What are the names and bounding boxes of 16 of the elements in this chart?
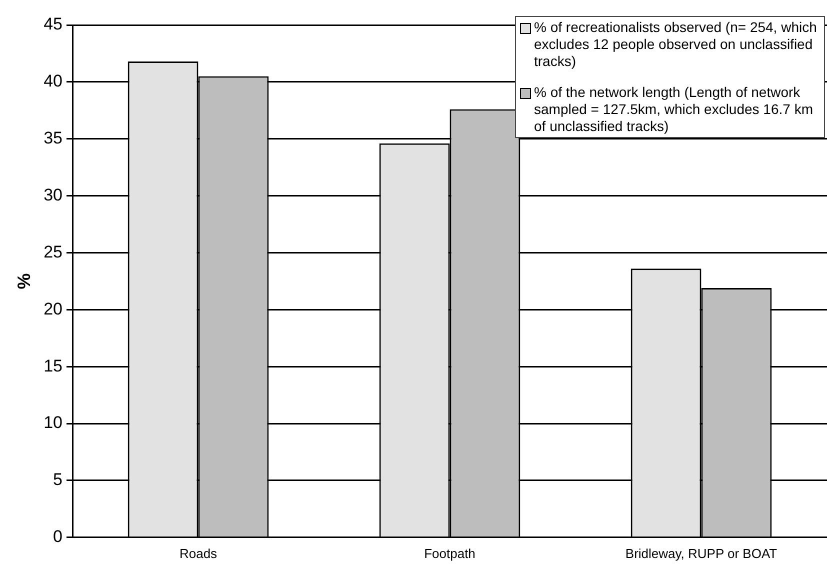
y-axis-title: %	[14, 273, 34, 290]
y-tick-label: 5	[53, 470, 63, 490]
y-tick-label: 35	[44, 128, 63, 148]
y-tick-label: 10	[44, 413, 63, 432]
y-tick-label: 40	[44, 72, 63, 91]
y-tick-label: 20	[44, 299, 63, 318]
x-tick-label: Bridleway, RUPP or BOAT	[625, 546, 778, 561]
y-tick-label: 25	[44, 242, 63, 262]
y-tick-label: 0	[53, 527, 63, 546]
legend-label: % of recreationalists observed (n= 254, which excludes 12 people observed on unclassified tracks)	[534, 19, 818, 70]
y-tick-label: 15	[44, 356, 63, 376]
legend-label: % of the network length (Length of network sampled = 127.5km, which excludes 16.7 km of unclassified tracks)	[534, 84, 814, 135]
x-tick-label: Footpath	[424, 546, 476, 561]
x-tick-label: Roads	[179, 546, 218, 561]
y-tick-label: 45	[44, 14, 63, 34]
y-tick-label: 30	[44, 185, 63, 204]
